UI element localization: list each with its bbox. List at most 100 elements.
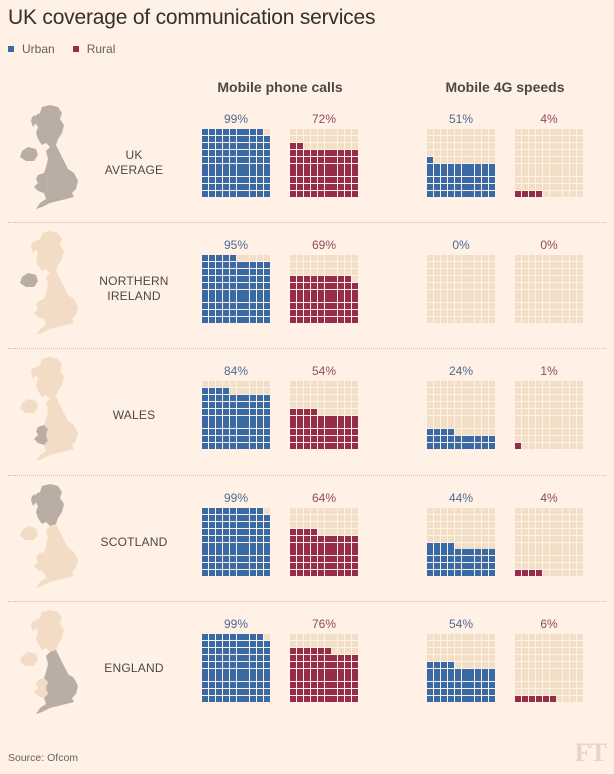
waffle-cell-filled [447, 556, 454, 563]
waffle-cell-filled [202, 135, 208, 142]
waffle-cell-empty [475, 661, 482, 668]
waffle-cell-filled [489, 556, 496, 563]
waffle-cell-filled [468, 556, 475, 563]
waffle-cell-empty [521, 317, 528, 324]
waffle-cell-empty [563, 556, 570, 563]
waffle-cell-filled [264, 514, 271, 521]
waffle-cell-filled [208, 661, 215, 668]
waffle-cell-empty [310, 268, 317, 275]
waffle-cell-empty [535, 535, 542, 542]
waffle-cell-filled [324, 170, 331, 177]
waffle-cell-empty [549, 443, 556, 450]
waffle-cell-empty [521, 135, 528, 142]
waffle-cell-empty [515, 556, 521, 563]
waffle-cell-empty [324, 381, 331, 387]
waffle-cell-filled [236, 542, 243, 549]
waffle-cell-filled [303, 163, 310, 170]
waffle-cell-filled [250, 535, 257, 542]
waffle-cell-empty [577, 675, 584, 682]
waffle-cell-filled [229, 191, 236, 198]
waffle-cell-filled [303, 422, 310, 429]
waffle-cell-filled [427, 556, 433, 563]
waffle-cell-filled [290, 289, 296, 296]
waffle-cell-empty [454, 135, 461, 142]
waffle-cell-empty [489, 415, 496, 422]
waffle-cell-empty [535, 528, 542, 535]
waffle-cell-empty [433, 654, 440, 661]
wales-4g-urban-value-label: 24% [448, 364, 474, 378]
waffle-cell-filled [528, 570, 535, 577]
waffle-cell-empty [468, 521, 475, 528]
waffle-cell-empty [556, 268, 563, 275]
waffle-cell-filled [468, 570, 475, 577]
waffle-cell-filled [317, 310, 324, 317]
waffle-cell-filled [317, 303, 324, 310]
waffle-cell-filled [290, 528, 296, 535]
waffle-cell-filled [243, 310, 250, 317]
waffle-cell-empty [461, 310, 468, 317]
waffle-cell-filled [454, 675, 461, 682]
waffle-cell-filled [264, 443, 271, 450]
waffle-cell-empty [427, 135, 433, 142]
map-region-scotland [31, 484, 64, 526]
waffle-cell-filled [433, 556, 440, 563]
waffle-cell-empty [535, 387, 542, 394]
waffle-cell-empty [427, 394, 433, 401]
waffle-cell-empty [454, 508, 461, 514]
waffle-cell-empty [475, 129, 482, 135]
waffle-cell-empty [352, 528, 359, 535]
waffle-cell-empty [303, 261, 310, 268]
waffle-cell-empty [296, 401, 303, 408]
waffle-cell-empty [549, 689, 556, 696]
waffle-cell-empty [461, 149, 468, 156]
waffle-cell-filled [447, 191, 454, 198]
waffle-cell-empty [515, 682, 521, 689]
waffle-cell-empty [257, 381, 264, 387]
waffle-cell-empty [535, 508, 542, 514]
waffle-cell-filled [454, 563, 461, 570]
waffle-cell-filled [222, 282, 229, 289]
waffle-cell-filled [250, 191, 257, 198]
waffle-cell-filled [257, 317, 264, 324]
waffle-cell-filled [229, 303, 236, 310]
waffle-cell-empty [556, 668, 563, 675]
waffle-cell-filled [310, 675, 317, 682]
waffle-cell-empty [515, 296, 521, 303]
waffle-cell-empty [556, 317, 563, 324]
waffle-cell-filled [352, 535, 359, 542]
waffle-cell-filled [222, 289, 229, 296]
waffle-cell-filled [208, 191, 215, 198]
waffle-cell-empty [454, 542, 461, 549]
waffle-cell-filled [229, 163, 236, 170]
waffle-cell-empty [331, 142, 338, 149]
waffle-cell-filled [427, 163, 433, 170]
waffle-cell-filled [257, 514, 264, 521]
waffle-cell-filled [317, 177, 324, 184]
waffle-cell-empty [521, 163, 528, 170]
waffle-cell-empty [542, 394, 549, 401]
waffle-cell-empty [556, 556, 563, 563]
scotland-calls-urban-value-label: 99% [223, 491, 249, 505]
waffle-cell-empty [324, 261, 331, 268]
waffle-cell-empty [535, 563, 542, 570]
waffle-cell-filled [215, 535, 222, 542]
waffle-cell-empty [556, 381, 563, 387]
waffle-cell-empty [535, 394, 542, 401]
waffle-cell-empty [535, 689, 542, 696]
waffle-cell-filled [208, 429, 215, 436]
waffle-cell-empty [515, 135, 521, 142]
waffle-cell-empty [556, 675, 563, 682]
waffle-cell-empty [454, 261, 461, 268]
waffle-cell-empty [570, 549, 577, 556]
waffle-cell-filled [222, 668, 229, 675]
waffle-cell-filled [222, 156, 229, 163]
waffle-cell-empty [324, 394, 331, 401]
waffle-cell-empty [296, 268, 303, 275]
waffle-cell-filled [250, 661, 257, 668]
waffle-cell-filled [222, 689, 229, 696]
waffle-cell-empty [250, 255, 257, 261]
waffle-cell-empty [440, 514, 447, 521]
waffle-cell-empty [542, 184, 549, 191]
waffle-cell-empty [535, 675, 542, 682]
waffle-cell-filled [243, 661, 250, 668]
